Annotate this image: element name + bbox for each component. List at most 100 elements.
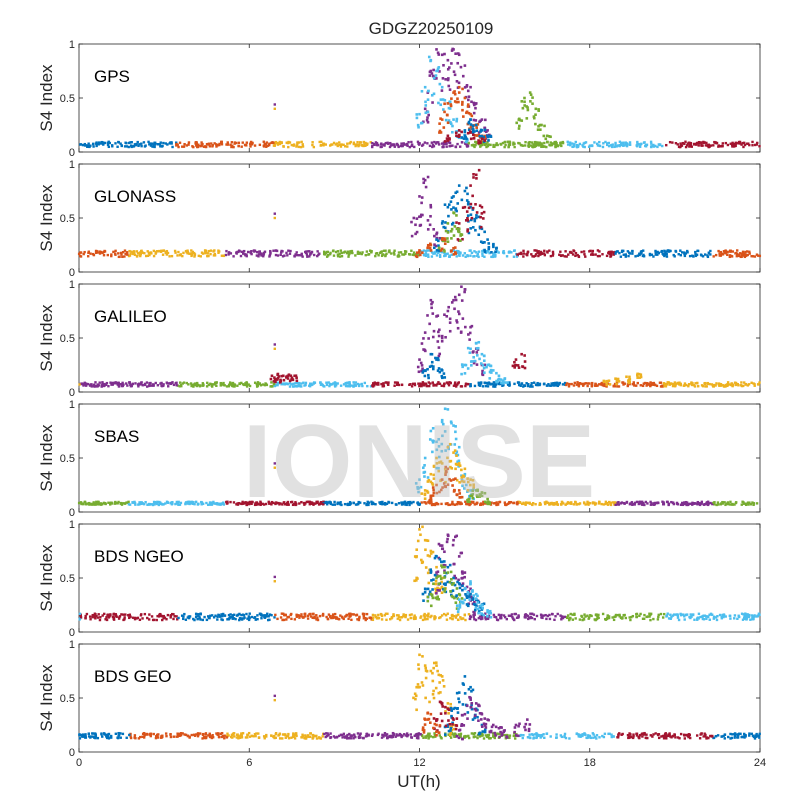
scatter-point (274, 380, 277, 384)
scatter-point (422, 337, 425, 340)
y-axis-label: S4 Index (37, 544, 56, 612)
baseline-point (427, 612, 430, 615)
baseline-point (214, 381, 218, 385)
scatter-point (454, 207, 458, 210)
baseline-point (433, 503, 437, 507)
baseline-point (568, 616, 572, 620)
baseline-point (656, 253, 659, 256)
baseline-point (444, 614, 448, 617)
scatter-point (455, 209, 458, 213)
baseline-point (487, 614, 491, 618)
baseline-point (87, 732, 91, 735)
scatter-point (443, 571, 446, 574)
baseline-point (256, 250, 259, 254)
baseline-point (448, 144, 451, 148)
scatter-point (448, 88, 452, 91)
baseline-point (272, 141, 275, 145)
scatter-point (478, 120, 481, 124)
baseline-point (313, 615, 316, 618)
scatter-point (414, 232, 417, 236)
baseline-point (220, 618, 223, 621)
baseline-point (356, 382, 359, 386)
baseline-point (751, 140, 754, 144)
baseline-point (683, 142, 686, 146)
baseline-point (177, 145, 180, 149)
scatter-point (466, 202, 470, 206)
scatter-point (440, 478, 444, 481)
baseline-point (150, 503, 153, 506)
baseline-point (400, 142, 403, 145)
baseline-point (380, 142, 383, 145)
baseline-point (180, 614, 184, 617)
baseline-point (250, 734, 253, 738)
baseline-point (633, 503, 636, 506)
baseline-point (651, 503, 655, 506)
scatter-point (464, 483, 468, 487)
baseline-point (181, 145, 184, 148)
baseline-point (260, 613, 263, 616)
baseline-point (161, 503, 164, 506)
scatter-point (482, 210, 486, 214)
scatter-point (454, 462, 458, 466)
baseline-point (640, 503, 644, 506)
baseline-point (111, 383, 114, 386)
baseline-point (144, 144, 147, 147)
baseline-point (297, 384, 301, 388)
baseline-point (102, 143, 105, 146)
baseline-point (474, 140, 477, 144)
baseline-point (459, 502, 462, 506)
baseline-point (205, 618, 209, 622)
baseline-point (676, 613, 679, 616)
baseline-point (746, 615, 749, 618)
scatter-point (440, 544, 444, 547)
scatter-point (460, 474, 463, 477)
baseline-point (324, 143, 327, 146)
baseline-point (268, 502, 271, 505)
scatter-point (523, 366, 527, 370)
scatter-point (475, 134, 479, 137)
baseline-point (181, 382, 184, 385)
baseline-point (497, 613, 501, 617)
baseline-point (561, 141, 565, 145)
scatter-point (511, 364, 515, 368)
scatter-point (455, 320, 459, 324)
baseline-point (221, 502, 224, 505)
baseline-point (137, 144, 140, 148)
scatter-point (452, 91, 455, 94)
scatter-point (469, 582, 472, 585)
baseline-point (109, 613, 112, 617)
scatter-point (437, 53, 441, 56)
baseline-point (248, 616, 251, 619)
scatter-point (458, 492, 462, 495)
scatter-point (486, 609, 489, 612)
baseline-point (614, 250, 617, 254)
baseline-point (126, 501, 130, 504)
baseline-point (662, 501, 665, 504)
scatter-point (425, 489, 429, 493)
scatter-point (466, 489, 470, 492)
baseline-point (560, 618, 563, 621)
baseline-point (729, 142, 732, 145)
scatter-point (443, 590, 446, 593)
baseline-point (389, 617, 392, 621)
scatter-point (430, 306, 433, 310)
baseline-point (526, 383, 530, 386)
baseline-point (315, 501, 319, 505)
outlier-point (273, 103, 276, 106)
baseline-point (169, 735, 173, 739)
baseline-point (237, 144, 240, 148)
baseline-point (445, 142, 448, 146)
scatter-point (457, 129, 461, 132)
baseline-point (204, 250, 208, 253)
baseline-point (676, 736, 680, 739)
baseline-point (379, 250, 383, 254)
baseline-point (542, 614, 545, 617)
scatter-point (434, 74, 438, 77)
scatter-point (447, 77, 450, 80)
baseline-point (114, 142, 117, 145)
baseline-point (481, 385, 485, 388)
baseline-point (174, 251, 177, 254)
scatter-point (442, 126, 446, 129)
baseline-point (595, 384, 598, 387)
baseline-point (322, 500, 325, 504)
